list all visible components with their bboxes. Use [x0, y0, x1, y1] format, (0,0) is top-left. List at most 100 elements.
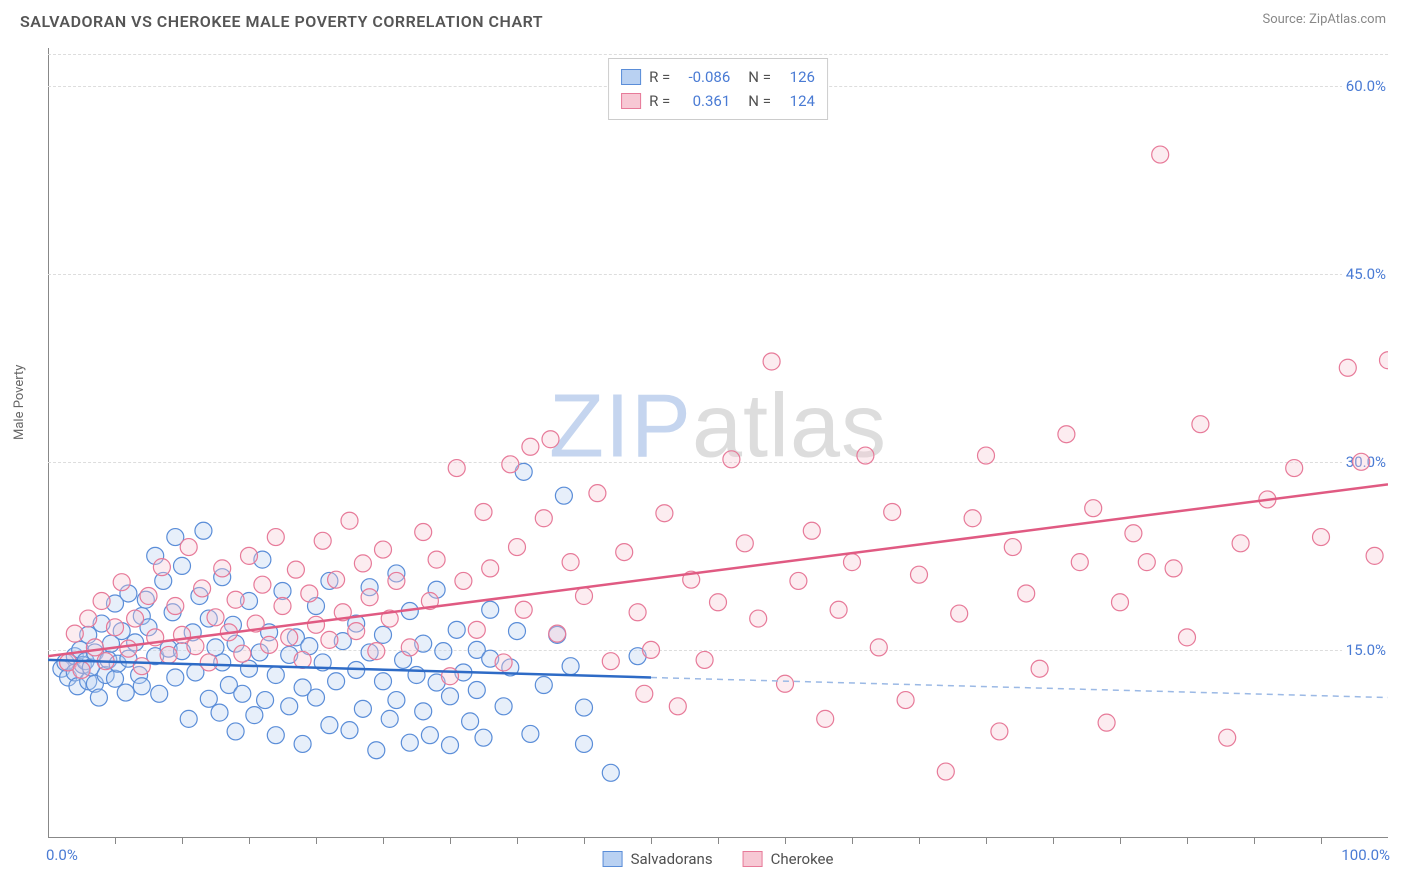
x-tick-mark	[1321, 838, 1322, 844]
r-value: 0.361	[678, 89, 730, 113]
scatter-point	[448, 460, 465, 477]
x-tick-0: 0.0%	[46, 846, 78, 864]
x-tick-mark	[1254, 838, 1255, 844]
scatter-point	[1165, 560, 1182, 577]
scatter-point	[1152, 146, 1169, 163]
scatter-point	[1219, 729, 1236, 746]
scatter-point	[194, 580, 211, 597]
scatter-point	[844, 554, 861, 571]
legend-swatch	[743, 851, 763, 867]
scatter-point	[415, 524, 432, 541]
scatter-point	[90, 689, 107, 706]
scatter-point	[375, 541, 392, 558]
x-tick-mark	[450, 838, 451, 844]
scatter-point	[723, 451, 740, 468]
scatter-point	[174, 557, 191, 574]
legend-swatch	[603, 851, 623, 867]
scatter-point	[1058, 426, 1075, 443]
scatter-point	[535, 677, 552, 694]
x-tick-mark	[852, 838, 853, 844]
r-label: R =	[649, 89, 670, 113]
scatter-point	[435, 643, 452, 660]
scatter-point	[535, 510, 552, 527]
scatter-point	[361, 589, 378, 606]
scatter-point	[482, 560, 499, 577]
scatter-point	[468, 621, 485, 638]
scatter-point	[408, 666, 425, 683]
scatter-point	[107, 619, 124, 636]
scatter-point	[542, 431, 559, 448]
scatter-point	[857, 447, 874, 464]
scatter-point	[884, 503, 901, 520]
scatter-point	[549, 625, 566, 642]
scatter-point	[455, 572, 472, 589]
scatter-point	[495, 698, 512, 715]
scatter-point	[636, 685, 653, 702]
scatter-point	[509, 539, 526, 556]
scatter-point	[287, 561, 304, 578]
x-tick-mark	[1120, 838, 1121, 844]
scatter-point	[117, 684, 134, 701]
legend-item: Salvadorans	[603, 850, 713, 868]
scatter-point	[803, 522, 820, 539]
scatter-point	[341, 722, 358, 739]
r-value: -0.086	[678, 65, 730, 89]
scatter-point	[442, 688, 459, 705]
scatter-point	[267, 727, 284, 744]
scatter-point	[308, 616, 325, 633]
scatter-point	[1071, 554, 1088, 571]
scatter-point	[475, 503, 492, 520]
scatter-point	[710, 594, 727, 611]
scatter-point	[354, 700, 371, 717]
scatter-point	[120, 640, 137, 657]
scatter-point	[1138, 554, 1155, 571]
scatter-point	[368, 643, 385, 660]
scatter-point	[261, 636, 278, 653]
scatter-point	[562, 658, 579, 675]
n-label: N =	[748, 89, 771, 113]
scatter-point	[515, 601, 532, 618]
x-tick-mark	[1053, 838, 1054, 844]
scatter-point	[234, 685, 251, 702]
scatter-point	[86, 639, 103, 656]
scatter-point	[281, 698, 298, 715]
legend-series: SalvadoransCherokee	[603, 850, 834, 868]
scatter-point	[830, 601, 847, 618]
x-tick-100: 100.0%	[1341, 846, 1390, 864]
scatter-point	[1366, 547, 1383, 564]
x-tick-mark	[249, 838, 250, 844]
scatter-point	[151, 685, 168, 702]
scatter-point	[214, 560, 231, 577]
scatter-point	[381, 710, 398, 727]
scatter-point	[790, 572, 807, 589]
scatter-point	[127, 610, 144, 627]
scatter-point	[1232, 535, 1249, 552]
scatter-point	[257, 692, 274, 709]
scatter-point	[133, 658, 150, 675]
scatter-point	[817, 710, 834, 727]
scatter-point	[937, 763, 954, 780]
scatter-point	[200, 690, 217, 707]
scatter-point	[576, 699, 593, 716]
scatter-point	[502, 456, 519, 473]
scatter-point	[140, 587, 157, 604]
scatter-point	[180, 710, 197, 727]
scatter-point	[348, 623, 365, 640]
n-value: 126	[779, 65, 815, 89]
scatter-point	[321, 717, 338, 734]
scatter-point	[241, 547, 258, 564]
scatter-point	[375, 673, 392, 690]
x-tick-mark	[785, 838, 786, 844]
scatter-point	[522, 725, 539, 742]
x-tick-mark	[182, 838, 183, 844]
scatter-point	[153, 559, 170, 576]
scatter-point	[442, 737, 459, 754]
scatter-point	[301, 585, 318, 602]
scatter-point	[1353, 453, 1370, 470]
scatter-point	[167, 669, 184, 686]
scatter-point	[160, 646, 177, 663]
scatter-point	[897, 692, 914, 709]
scatter-point	[448, 621, 465, 638]
scatter-point	[415, 703, 432, 720]
scatter-point	[227, 591, 244, 608]
